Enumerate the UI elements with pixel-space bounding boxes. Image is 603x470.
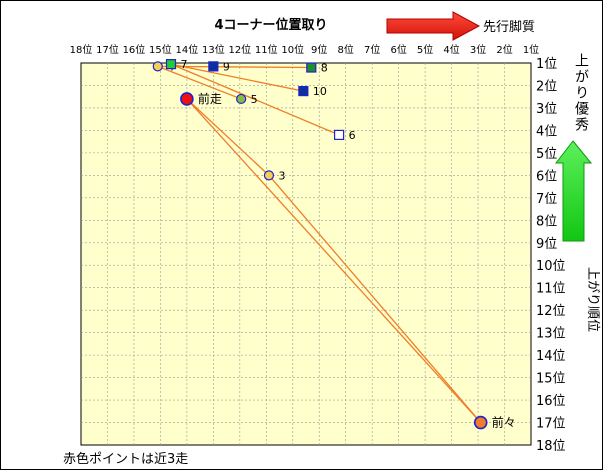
point-marker — [306, 62, 317, 73]
point-marker — [236, 93, 247, 105]
point-label: 前々 — [492, 415, 516, 430]
data-point: 前々 — [473, 415, 516, 430]
point-label: 前走 — [198, 91, 222, 106]
y-tick-label: 14位 — [536, 349, 566, 364]
x-axis-ticks: 18位 17位 16位 15位 14位 13位 12位 11位 10位 9位 8位 7位 6位 5位 4位 3… — [70, 43, 540, 56]
series-line — [170, 63, 340, 136]
x-tick-label: 15位 — [149, 43, 172, 56]
data-point: 6 — [333, 129, 356, 142]
point-label: 5 — [251, 93, 258, 106]
y-tick-label: 8位 — [536, 214, 557, 229]
x-tick-label: 14位 — [176, 43, 199, 56]
data-point: 前走 — [180, 91, 222, 106]
chart-title: 4コーナー位置取り — [214, 17, 327, 33]
point-marker — [333, 129, 345, 141]
series-lines — [157, 63, 482, 423]
point-marker — [263, 170, 275, 181]
y-axis-label-upper: 上がり優秀 — [573, 53, 589, 133]
y-tick-label: 5位 — [536, 147, 557, 162]
footnote: 赤色ポイントは近3走 — [63, 451, 188, 467]
x-tick-label: 4位 — [443, 43, 459, 56]
plot-area — [80, 62, 532, 446]
y-tick-label: 18位 — [536, 439, 566, 454]
x-tick-label: 6位 — [390, 43, 406, 56]
arrow-right-icon — [386, 11, 481, 41]
y-tick-label: 6位 — [536, 169, 557, 184]
x-tick-label: 7位 — [364, 43, 380, 56]
series-line — [157, 65, 242, 100]
x-tick-label: 3位 — [470, 43, 486, 56]
arrow-up-icon — [554, 140, 593, 242]
y-tick-label: 15位 — [536, 372, 566, 387]
x-tick-label: 13位 — [202, 43, 225, 56]
x-tick-label: 11位 — [255, 43, 278, 56]
y-tick-label: 11位 — [536, 282, 566, 297]
point-marker — [180, 92, 194, 106]
y-tick-label: 16位 — [536, 394, 566, 409]
series-line — [170, 63, 304, 92]
x-tick-label: 9位 — [311, 43, 327, 56]
x-tick-label: 8位 — [338, 43, 354, 56]
data-point: 10 — [298, 85, 327, 98]
y-axis-label-lower: 上がり順位 — [585, 267, 600, 332]
x-tick-label: 5位 — [417, 43, 433, 56]
data-point: 7 — [165, 58, 188, 71]
x-axis-top-right-label: 先行脚質 — [483, 19, 535, 35]
point-label: 9 — [223, 60, 230, 73]
y-tick-label: 1位 — [536, 57, 557, 72]
y-tick-label: 3位 — [536, 102, 557, 117]
y-tick-label: 12位 — [536, 304, 566, 319]
x-tick-label: 2位 — [496, 43, 512, 56]
point-label: 10 — [313, 85, 327, 98]
point-label: 7 — [181, 58, 188, 71]
point-label: 3 — [278, 169, 285, 182]
point-marker — [208, 61, 219, 72]
y-tick-label: 7位 — [536, 192, 557, 207]
point-label: 6 — [349, 129, 356, 142]
data-point: 3 — [263, 169, 285, 182]
x-tick-label: 17位 — [96, 43, 119, 56]
data-point: 8 — [306, 61, 328, 74]
series-line — [268, 174, 482, 423]
data-point: 9 — [208, 60, 230, 73]
point-marker — [473, 415, 488, 430]
x-tick-label: 12位 — [228, 43, 251, 56]
series-line — [186, 98, 270, 176]
y-tick-label: 17位 — [536, 417, 566, 432]
y-axis-ticks: 1位 2位 3位 4位 5位 6位 7位 8位 9位 10位 11位 12位 13位 14位 15位 16位 1… — [536, 57, 566, 454]
point-marker — [298, 85, 309, 97]
y-tick-label: 4位 — [536, 124, 557, 139]
y-tick-label: 10位 — [536, 259, 566, 274]
x-tick-label: 10位 — [281, 43, 304, 56]
y-tick-label: 2位 — [536, 79, 557, 94]
point-label: 8 — [321, 61, 328, 74]
x-tick-label: 18位 — [70, 43, 93, 56]
series-line — [186, 98, 482, 423]
data-points: 479810前走563前々 — [152, 58, 516, 430]
point-marker — [165, 59, 177, 70]
point-marker — [152, 61, 163, 72]
grid — [81, 63, 531, 445]
y-tick-label: 13位 — [536, 327, 566, 342]
data-point: 5 — [236, 93, 258, 106]
y-tick-label: 9位 — [536, 237, 557, 252]
x-tick-label: 1位 — [523, 43, 539, 56]
x-tick-label: 16位 — [123, 43, 146, 56]
